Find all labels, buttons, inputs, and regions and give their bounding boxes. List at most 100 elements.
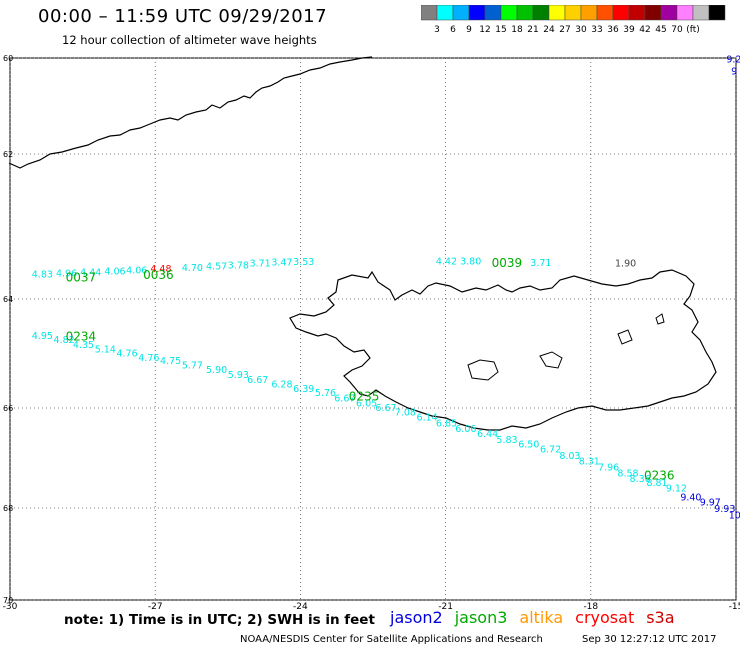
lat-tick-label: 70: [3, 596, 13, 605]
lake-3: [617, 329, 633, 345]
wave-height-point: 5.83: [496, 435, 517, 446]
color-scale-legend: 3 6 9 12 15 18 21 24 27 30 33 36 39 42 45 70 (ft): [421, 5, 726, 35]
lon-tick-label: -27: [148, 602, 163, 612]
colorbar-label: 30: [575, 25, 587, 35]
wave-height-point: 8.03: [559, 451, 580, 462]
pass-label: 0039: [492, 256, 523, 270]
wave-height-point: 3.71: [530, 258, 551, 269]
lon-tick-label: -24: [293, 602, 308, 612]
satellite-legend: jason2 jason3 altika cryosat s3a: [390, 608, 687, 627]
map-grid: [9, 57, 737, 601]
wave-height-point: 6.05: [356, 399, 377, 410]
wave-height-point: 5.93: [228, 370, 249, 381]
wave-height-point: 4.06: [126, 266, 147, 277]
wave-height-point: 9.40: [680, 492, 701, 503]
wave-height-point: 4.82: [54, 335, 75, 346]
legend-cryosat: cryosat: [575, 608, 635, 627]
wave-height-point: 3.78: [228, 260, 249, 271]
legend-altika: altika: [519, 608, 564, 627]
lake-1: [467, 359, 499, 381]
wave-height-point: 4.76: [138, 353, 159, 364]
wave-height-point: 8.58: [617, 468, 638, 479]
lat-tick-label: 62: [3, 150, 13, 159]
pass-label: 0235: [349, 390, 380, 404]
wave-height-point: 6.67: [247, 375, 268, 386]
wave-height-point: 4.42: [436, 257, 457, 268]
wave-height-point: 7.08: [395, 408, 416, 419]
wave-height-point: 4.57: [206, 261, 227, 272]
wave-height-point: 4.75: [160, 356, 181, 367]
wave-height-point: 6.85: [436, 419, 457, 430]
wave-height-point: 6.67: [334, 394, 355, 405]
map-frame: [9, 57, 737, 601]
wave-height-point: 4.44: [80, 267, 101, 278]
pass-label: 0036: [143, 268, 174, 282]
colorbar-label: 3: [434, 25, 440, 35]
legend-s3a: s3a: [646, 608, 675, 627]
colorbar-label: 15: [495, 25, 506, 35]
lat-tick-label: 68: [3, 504, 13, 513]
wave-height-point: 9.12: [666, 484, 687, 495]
lon-tick-label: -15: [729, 602, 740, 612]
wave-height-point: 5.76: [315, 388, 336, 399]
wave-height-point: 4.35: [73, 340, 94, 351]
wave-height-point: 3.53: [293, 257, 314, 268]
colorbar-label: 6: [450, 25, 456, 35]
colorbar-label: (ft): [686, 25, 700, 35]
wave-height-point: 6.50: [518, 440, 539, 451]
footnote: note: 1) Time is in UTC; 2) SWH is in fe…: [64, 612, 375, 628]
pass-label: 0234: [66, 329, 97, 343]
wave-height-point: 4.48: [150, 264, 171, 275]
iceland-coast: [289, 269, 717, 431]
colorbar-label: 21: [527, 25, 538, 35]
wave-height-point: 1.90: [615, 259, 636, 270]
wave-height-point: 5.14: [95, 344, 116, 355]
lake-2: [539, 351, 563, 369]
timestamp-text: Sep 30 12:27:12 UTC 2017: [582, 634, 717, 645]
wave-height-point: 6.44: [477, 429, 498, 440]
wave-height-point: 8.36: [630, 474, 651, 485]
colorbar-label: 33: [591, 25, 602, 35]
wave-height-point: 6.14: [417, 413, 438, 424]
wave-height-point: 9: [731, 66, 737, 77]
wave-height-point: 6.28: [271, 380, 292, 391]
wave-height-point: 6.67: [375, 403, 396, 414]
wave-height-point: 4.76: [116, 349, 137, 360]
wave-height-point: 9.29: [726, 54, 740, 65]
wave-height-point: 9.93: [714, 504, 735, 515]
colorbar-label: 27: [559, 25, 570, 35]
colorbar-label: 24: [543, 25, 555, 35]
lon-tick-label: -21: [438, 602, 453, 612]
wave-height-point: 6.06: [455, 424, 476, 435]
lon-tick-label: -30: [3, 602, 18, 612]
wave-height-point: 5.77: [182, 361, 203, 372]
coastline: [8, 56, 717, 431]
wave-height-point: 9.97: [700, 498, 721, 509]
greenland-coast: [8, 56, 373, 169]
colorbar-label: 9: [466, 25, 472, 35]
legend-jason3: jason3: [454, 608, 508, 627]
wave-height-point: 10.5: [729, 511, 740, 522]
wave-height-point: 4.83: [32, 270, 53, 281]
wave-height-point: 4.70: [182, 263, 203, 274]
wave-height-point: 6.39: [293, 384, 314, 395]
pass-label: 0236: [644, 469, 675, 483]
legend-jason2: jason2: [390, 608, 443, 627]
colorbar-label: 70: [671, 25, 683, 35]
colorbar-label: 39: [623, 25, 635, 35]
wave-height-point: 6.72: [540, 445, 561, 456]
lat-tick-label: 64: [3, 295, 13, 304]
wave-height-point: 8.81: [646, 478, 667, 489]
page-title: 00:00 – 11:59 UTC 09/29/2017: [38, 6, 328, 27]
wave-height-point: 8.31: [579, 457, 600, 468]
pass-labels: 0037 0036 0039 0234 0235 0236: [66, 256, 675, 482]
wave-height-point: 5.90: [206, 365, 227, 376]
wave-height-point: 3.80: [460, 257, 481, 268]
colorbar-label: 42: [639, 25, 650, 35]
lake-4: [655, 313, 665, 325]
colorbar-label: 12: [479, 25, 490, 35]
wave-height-point: 4.06: [104, 266, 125, 277]
lon-tick-label: -18: [583, 602, 598, 612]
lat-tick-label: 60: [3, 54, 13, 63]
